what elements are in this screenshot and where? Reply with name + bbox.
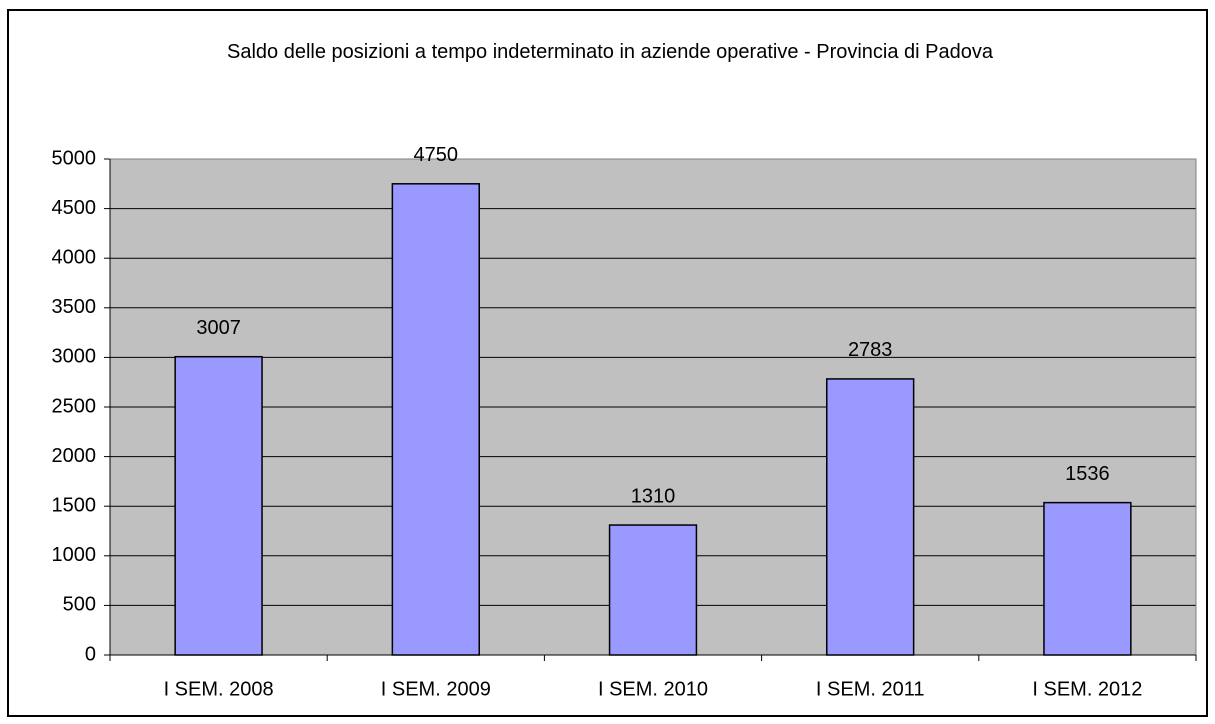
- y-tick-label: 5000: [52, 147, 97, 169]
- y-tick-label: 2000: [52, 445, 97, 467]
- data-label: 1536: [1065, 463, 1110, 485]
- x-tick-label: I SEM. 2010: [598, 678, 708, 700]
- data-label: 4750: [414, 144, 459, 166]
- y-tick-label: 0: [85, 643, 96, 665]
- bar: [391, 183, 480, 656]
- data-label: 1310: [631, 485, 676, 507]
- data-label: 3007: [196, 317, 241, 339]
- bar: [1043, 501, 1132, 656]
- x-tick-label: I SEM. 2009: [381, 678, 491, 700]
- chart-title: Saldo delle posizioni a tempo indetermin…: [226, 41, 993, 63]
- y-tick-label: 3500: [52, 296, 97, 318]
- bar: [608, 524, 698, 656]
- y-tick-label: 1000: [52, 544, 97, 566]
- y-tick-label: 4000: [52, 246, 97, 268]
- x-tick-label: I SEM. 2011: [816, 678, 925, 700]
- x-tick-label: I SEM. 2008: [164, 678, 274, 700]
- bar: [826, 378, 915, 656]
- y-tick-label: 3000: [52, 346, 97, 368]
- data-label: 2783: [848, 339, 893, 361]
- y-tick-label: 500: [63, 594, 96, 616]
- x-tick-label: I SEM. 2012: [1032, 678, 1142, 700]
- bar: [174, 355, 263, 656]
- y-tick-label: 1500: [52, 494, 97, 516]
- y-tick-label: 4500: [52, 197, 97, 219]
- y-tick-label: 2500: [52, 395, 97, 417]
